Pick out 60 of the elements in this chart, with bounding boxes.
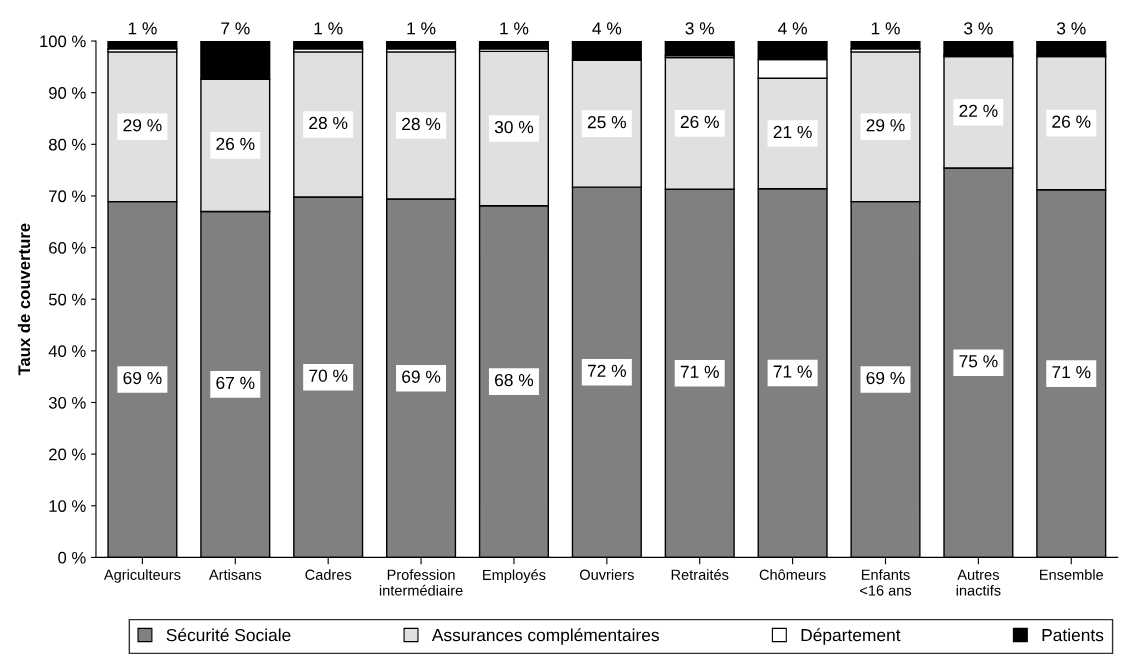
data-label: 71 % [1052,366,1091,379]
legend-label: Département [801,628,901,645]
x-tick-label: Agriculteurs [103,569,181,583]
data-label: 25 % [587,116,627,129]
y-tick-label: 80 % [48,138,86,151]
y-axis-title: Taux de couverture [17,223,31,376]
data-label: 28 % [309,116,348,130]
data-label: 1 % [128,22,157,35]
data-label: 69 % [402,370,441,383]
data-label: 21 % [773,125,812,139]
x-tick-label: Retraités [671,569,729,580]
data-label: 67 % [216,376,255,390]
data-label: 1 % [407,22,436,35]
data-label: 28 % [402,117,441,131]
data-label: 71 % [680,365,719,378]
x-tick-label: Ouvriers [579,569,634,580]
x-tick-label: Ensemble [1040,569,1104,580]
data-label: 26 % [680,115,719,129]
data-label: 1 % [314,22,343,35]
data-label: 75 % [959,355,998,368]
y-tick-label: 60 % [49,241,86,254]
data-label: 26 % [1052,115,1091,128]
y-tick-label: 10 % [49,500,86,512]
y-tick-label: 40 % [48,345,86,358]
data-label: 4 % [778,22,807,35]
x-tick-label: Employés [483,569,546,583]
data-label: 29 % [866,119,905,132]
data-label: 69 % [866,371,905,385]
data-label: 69 % [123,371,162,385]
x-tick-label: Cadres [305,569,352,580]
x-tick-label: Autres inactifs [956,569,1001,596]
y-tick-label: 70 % [49,190,86,203]
data-label: 1 % [500,22,529,35]
y-tick-label: 0 % [58,551,86,564]
legend-label: Sécurité Sociale [166,628,291,642]
data-label: 29 % [123,119,162,132]
data-label: 71 % [773,365,812,378]
data-label: 4 % [592,22,622,35]
data-label: 26 % [216,137,255,151]
x-tick-label: Artisans [208,569,262,580]
data-label: 68 % [495,373,534,387]
legend-label: Assurances complémentaires [431,628,659,645]
data-label: 1 % [871,22,900,35]
y-tick-label: 50 % [48,293,86,306]
data-label: 3 % [964,22,993,35]
data-label: 7 % [221,22,250,35]
data-label: 3 % [1056,22,1086,35]
data-label: 22 % [959,104,998,117]
y-tick-label: 90 % [49,87,86,99]
legend-label: Patients [1042,628,1104,642]
y-tick-label: 30 % [48,396,86,409]
data-label: 70 % [309,369,348,382]
data-label: 72 % [587,364,627,377]
x-tick-label: Profession intermédiaire [379,569,463,596]
y-tick-label: 100 % [40,35,86,48]
data-label: 3 % [685,22,715,35]
x-tick-label: Enfants <16 ans [860,569,912,596]
y-tick-label: 20 % [49,448,86,461]
x-tick-label: Chômeurs [759,569,826,580]
data-label: 30 % [494,120,534,134]
